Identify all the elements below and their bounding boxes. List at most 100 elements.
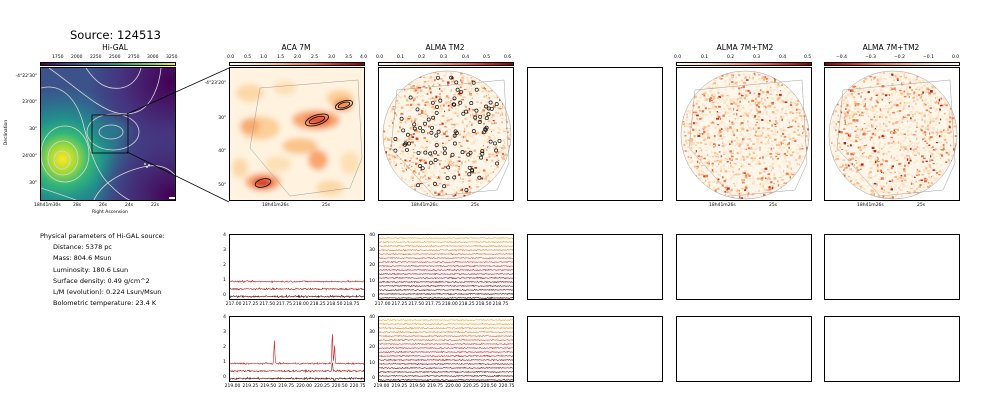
noise-pixel [405,85,408,88]
noise-pixel [742,119,745,121]
noise-pixel [929,171,932,173]
noise-pixel [843,169,845,171]
noise-pixel [416,75,418,79]
cbar-tick: 0.1 [701,55,709,60]
noise-pixel [787,127,790,129]
noise-pixel [437,178,439,181]
noise-pixel [894,142,897,145]
noise-pixel [508,177,511,180]
noise-pixel [412,143,414,145]
noise-pixel [925,139,928,142]
params-header: Physical parameters of Hi-GAL source: [40,232,165,240]
noise-pixel [903,133,906,135]
param-lm-evolution: L/M (evolution): 0.224 Lsun/Msun [53,288,162,297]
noise-pixel [410,89,413,92]
noise-pixel [383,130,386,132]
noise-pixel [893,179,895,181]
noise-pixel [932,76,935,78]
cbar-tick: 0.0 [952,55,960,60]
noise-pixel [746,172,748,174]
noise-pixel [731,176,734,179]
noise-pixel [892,158,895,160]
noise-pixel [918,170,921,172]
x-tick: 22s [151,203,160,208]
noise-pixel [482,84,485,88]
noise-pixel [718,131,721,133]
noise-pixel [755,97,758,100]
noise-pixel [943,73,946,75]
noise-pixel [435,185,439,187]
noise-pixel [875,110,879,113]
noise-pixel [870,97,873,99]
noise-pixel [781,179,784,181]
noise-pixel [430,76,432,79]
noise-pixel [392,180,394,183]
spectrum-tm2-2 [378,316,514,382]
noise-pixel [699,142,702,144]
x-tick: 220.00 [296,384,312,389]
noise-pixel [860,130,863,132]
noise-pixel [921,174,923,176]
noise-pixel [868,176,872,179]
noise-pixel [456,186,458,189]
noise-pixel [931,85,932,87]
noise-pixel [771,102,775,105]
noise-pixel [389,161,392,163]
noise-pixel [717,155,719,158]
noise-pixel [742,182,745,184]
noise-pixel [784,112,788,114]
noise-pixel [916,137,918,141]
noise-pixel [728,167,730,170]
noise-pixel [949,108,952,110]
noise-pixel [424,125,426,128]
noise-pixel [780,101,784,104]
noise-pixel [808,191,809,193]
noise-pixel [845,177,849,179]
noise-pixel [465,117,468,120]
noise-pixel [879,150,881,152]
noise-pixel [459,94,463,97]
noise-pixel [804,159,807,162]
noise-pixel [437,82,439,85]
noise-pixel [466,110,470,113]
noise-pixel [752,182,755,185]
noise-pixel [946,194,948,197]
noise-pixel [687,169,689,172]
noise-pixel [468,134,472,137]
noise-pixel [835,194,838,196]
noise-pixel [468,159,470,161]
noise-pixel [414,184,417,187]
noise-pixel [416,74,419,77]
noise-pixel [717,139,720,141]
noise-pixel [871,118,874,121]
noise-pixel [903,151,905,153]
noise-pixel [879,116,881,118]
spectrum-line [379,284,513,288]
noise-pixel [874,105,878,108]
noise-pixel [389,148,392,151]
noise-pixel [789,125,793,128]
noise-pixel [698,177,700,179]
noise-pixel [914,153,916,156]
noise-pixel [855,192,858,195]
noise-pixel [871,146,875,149]
noise-pixel [694,74,697,77]
noise-pixel [719,181,722,184]
noise-pixel [761,177,764,180]
physical-parameters: Physical parameters of Hi-GAL source: Di… [40,231,165,309]
noise-pixel [420,95,422,97]
noise-pixel [794,194,796,196]
noise-pixel [437,193,441,196]
noise-pixel [510,150,511,153]
noise-pixel [447,101,450,103]
noise-pixel [385,106,388,109]
noise-pixel [699,132,701,135]
noise-pixel [392,101,394,103]
noise-pixel [686,80,688,82]
noise-pixel [450,123,453,126]
noise-pixel [457,93,461,95]
noise-pixel [452,195,455,197]
y-tick: 0 [372,293,375,299]
noise-pixel [853,163,855,167]
noise-pixel [885,171,887,174]
